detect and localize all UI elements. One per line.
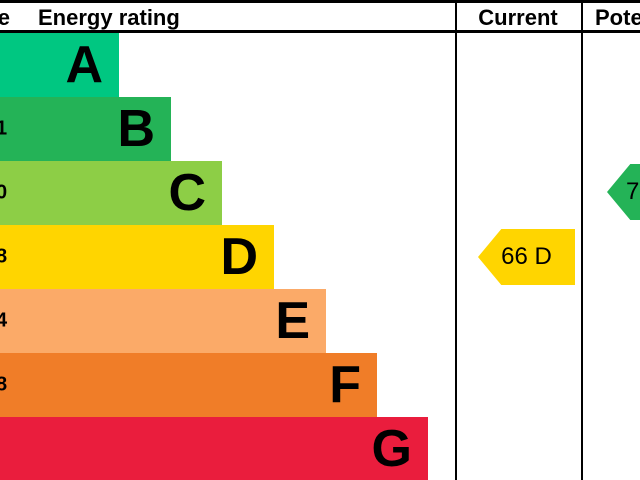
band-bar-e: 39-54 E xyxy=(0,289,326,353)
band-score-e: 39-54 xyxy=(0,309,8,332)
header-current-label: Current xyxy=(478,5,558,30)
header-energy-rating-label: Energy rating xyxy=(38,5,180,30)
current-rating-label: 66 D xyxy=(501,243,552,270)
top-border xyxy=(0,0,640,3)
band-letter-f: F xyxy=(329,356,361,414)
column-divider-potential xyxy=(581,0,583,480)
potential-rating-arrow: 7 xyxy=(607,164,640,220)
header-divider xyxy=(0,30,640,33)
current-rating-arrow: 66 D xyxy=(478,229,575,285)
band-letter-c: C xyxy=(168,164,206,222)
column-divider-current xyxy=(455,0,457,480)
band-bar-f: 21-38 F xyxy=(0,353,377,417)
band-score-f: 21-38 xyxy=(0,373,8,396)
band-score-b: 81-91 xyxy=(0,117,8,140)
band-bar-c: 69-80 C xyxy=(0,161,222,225)
table-header: Score Energy rating Current Potential xyxy=(0,3,640,30)
band-bar-g: 1-20 G xyxy=(0,417,428,480)
band-score-c: 69-80 xyxy=(0,181,8,204)
potential-rating-label: 7 xyxy=(626,178,640,205)
band-letter-a: A xyxy=(65,36,103,94)
band-score-d: 55-68 xyxy=(0,245,8,268)
rating-bands: 92+ A 81-91 B 69-80 C 55-68 D 39-54 E 21… xyxy=(0,33,428,480)
band-bar-a: 92+ A xyxy=(0,33,119,97)
band-letter-d: D xyxy=(220,228,258,286)
band-bar-d: 55-68 D xyxy=(0,225,274,289)
band-letter-e: E xyxy=(275,292,310,350)
band-letter-b: B xyxy=(117,100,155,158)
band-bar-b: 81-91 B xyxy=(0,97,171,161)
header-score-label: Score xyxy=(0,5,10,30)
header-potential-label: Potential xyxy=(595,5,640,30)
band-letter-g: G xyxy=(371,420,412,478)
